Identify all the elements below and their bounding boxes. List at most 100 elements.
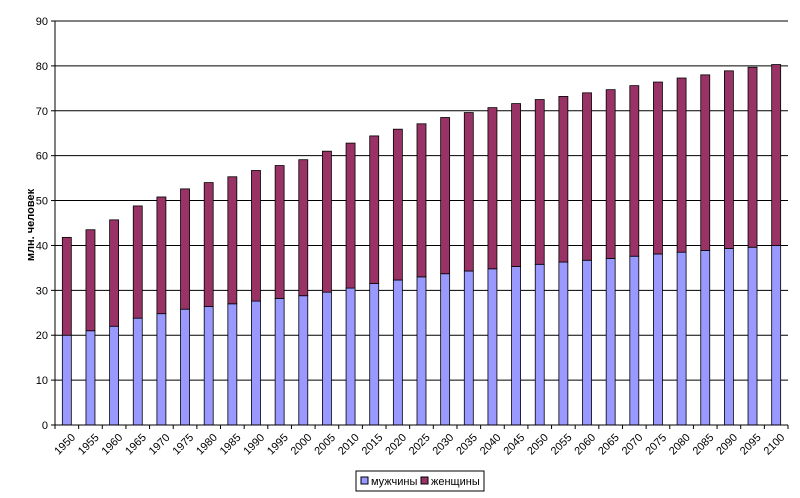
- x-tick-label: 1970: [147, 432, 173, 458]
- bar-men-2045: [511, 266, 521, 426]
- bar-women-2040: [487, 107, 498, 270]
- x-tick-label: 1995: [265, 432, 291, 458]
- bar-women-2015: [369, 135, 380, 285]
- x-tick-label: 2015: [360, 432, 386, 458]
- bar-women-2035: [463, 112, 474, 272]
- bar-women-2005: [322, 150, 332, 293]
- bar-women-2050: [534, 99, 545, 265]
- bar-men-1960: [109, 325, 120, 426]
- bar-men-1975: [180, 308, 190, 426]
- x-tick-label: 2055: [549, 432, 575, 458]
- x-tick-label: 2035: [454, 432, 480, 458]
- x-tick-label: 1955: [76, 432, 102, 458]
- bar-men-2025: [416, 276, 427, 426]
- bar-men-2080: [676, 251, 687, 426]
- legend-box: [355, 470, 485, 492]
- bar-men-2065: [605, 258, 616, 426]
- bar-women-2010: [345, 142, 356, 289]
- bar-women-2025: [416, 123, 427, 278]
- bar-women-1995: [274, 165, 285, 299]
- bar-women-1960: [109, 219, 120, 327]
- x-tick-label: 2090: [714, 432, 740, 458]
- bar-women-1970: [156, 196, 167, 315]
- bar-women-1985: [227, 176, 238, 305]
- x-tick-label: 2020: [383, 432, 409, 458]
- bar-women-2070: [629, 85, 640, 257]
- x-tick-label: 2085: [691, 432, 717, 458]
- bar-men-2050: [534, 263, 545, 426]
- x-tick-label: 2065: [596, 432, 622, 458]
- legend-swatch-women: [420, 476, 429, 485]
- x-tick-label: 2045: [501, 432, 527, 458]
- legend-label-men: мужчины: [371, 476, 417, 488]
- x-tick-label: 2050: [525, 432, 551, 458]
- x-tick-label: 2000: [289, 432, 315, 458]
- y-tick-label: 60: [36, 151, 48, 163]
- x-tick-label: 2080: [667, 432, 693, 458]
- bar-men-2020: [392, 279, 403, 426]
- bar-men-2095: [747, 246, 758, 426]
- bar-women-1965: [132, 205, 143, 319]
- bar-men-2070: [629, 255, 640, 426]
- bar-men-2055: [558, 261, 569, 426]
- x-tick-label: 1965: [123, 432, 149, 458]
- bar-women-2045: [511, 103, 521, 267]
- bar-men-2035: [463, 270, 474, 426]
- y-tick-label: 30: [36, 285, 48, 297]
- bar-women-2075: [653, 81, 663, 255]
- bar-women-2095: [747, 66, 758, 248]
- bar-men-2085: [700, 249, 711, 426]
- bar-men-1965: [132, 317, 143, 426]
- bar-women-1990: [251, 170, 261, 302]
- x-tick-label: 1960: [100, 432, 126, 458]
- bar-men-2075: [653, 253, 663, 426]
- x-tick-label: 2030: [431, 432, 457, 458]
- y-tick-label: 40: [36, 240, 48, 252]
- y-tick-label: 90: [36, 16, 48, 28]
- x-tick-label: 2005: [312, 432, 338, 458]
- x-tick-label: 1975: [170, 432, 196, 458]
- x-tick-label: 2100: [762, 432, 788, 458]
- bar-women-2100: [771, 64, 782, 246]
- bar-men-1950: [61, 334, 72, 426]
- x-tick-label: 2060: [572, 432, 598, 458]
- x-tick-label: 2095: [738, 432, 764, 458]
- y-tick-label: 10: [36, 375, 48, 387]
- bar-women-2000: [298, 159, 309, 297]
- bar-men-1955: [85, 330, 96, 426]
- x-tick-label: 1990: [241, 432, 267, 458]
- bar-women-2065: [605, 89, 616, 259]
- bar-women-2090: [723, 70, 734, 249]
- bar-women-1950: [61, 236, 72, 336]
- bar-men-2040: [487, 268, 498, 426]
- bar-women-1955: [85, 229, 96, 332]
- y-tick-label: 50: [36, 196, 48, 208]
- bar-men-2030: [440, 273, 451, 426]
- bar-men-2015: [369, 283, 380, 426]
- legend-swatch-men: [360, 476, 369, 485]
- y-tick-labels: 0 10 20 30 40 50 60 70 80 90: [36, 16, 48, 432]
- y-tick-label: 70: [36, 106, 48, 118]
- bar-men-1990: [251, 300, 261, 426]
- y-tick-label: 0: [42, 420, 48, 432]
- bar-men-2005: [322, 291, 332, 426]
- bars: [61, 64, 782, 426]
- x-tick-labels: 1950195519601965197019751980198519901995…: [52, 432, 787, 458]
- y-tick-label: 20: [36, 330, 48, 342]
- bar-men-2060: [582, 259, 592, 426]
- bar-men-1985: [227, 303, 238, 426]
- x-tick-label: 1985: [218, 432, 244, 458]
- legend-label-women: женщины: [431, 476, 480, 488]
- bar-women-2055: [558, 96, 569, 263]
- bar-men-1995: [274, 298, 285, 426]
- x-tick-label: 2040: [478, 432, 504, 458]
- bar-women-2085: [700, 74, 711, 251]
- bar-women-1980: [203, 182, 214, 307]
- y-axis-title: млн. человек: [25, 188, 37, 261]
- x-tick-label: 1980: [194, 432, 220, 458]
- axes: [54, 21, 788, 426]
- x-tick-label: 2025: [407, 432, 433, 458]
- bar-men-2090: [723, 248, 734, 426]
- x-tick-label: 2070: [620, 432, 646, 458]
